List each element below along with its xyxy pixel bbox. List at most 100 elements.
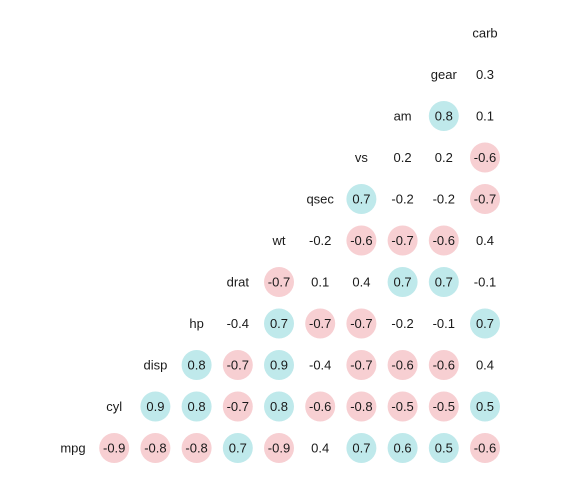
corr-circle-mpg-1 (140, 433, 171, 463)
corr-value-hp-1: 0.7 (270, 316, 288, 331)
corr-circle-cyl-6 (387, 391, 418, 422)
corr-circle-mpg-4 (264, 433, 294, 463)
corr-value-wt-3: -0.6 (433, 233, 455, 248)
corr-value-qsec-0: 0.7 (352, 192, 370, 207)
corr-value-drat-3: 0.7 (394, 275, 412, 290)
corr-value-hp-2: -0.7 (309, 316, 331, 331)
corr-circle-mpg-6 (346, 433, 377, 463)
corr-value-cyl-3: 0.8 (270, 399, 288, 414)
corr-circle-mpg-8 (428, 433, 459, 463)
corr-value-drat-1: 0.1 (311, 275, 329, 290)
corr-value-vs-2: -0.6 (474, 150, 496, 165)
corr-circle-disp-4 (346, 350, 377, 380)
corr-circle-disp-2 (264, 350, 294, 380)
corr-value-cyl-4: -0.6 (309, 399, 331, 414)
corr-circle-wt-2 (387, 225, 418, 256)
corr-value-hp-0: -0.4 (227, 316, 249, 331)
corr-circle-disp-0 (181, 350, 212, 380)
row-label-mpg: mpg (60, 441, 85, 456)
row-label-vs: vs (355, 150, 369, 165)
corr-value-cyl-2: -0.7 (227, 399, 249, 414)
corr-circle-mpg-7 (387, 433, 418, 463)
corr-circle-cyl-2 (222, 391, 253, 422)
corr-value-disp-7: 0.4 (476, 358, 494, 373)
corr-circle-mpg-0 (99, 433, 130, 463)
corr-value-cyl-6: -0.5 (391, 399, 413, 414)
corr-value-mpg-5: 0.4 (311, 441, 329, 456)
corr-value-mpg-6: 0.7 (352, 441, 370, 456)
corr-circle-am-0 (428, 101, 459, 131)
corr-value-disp-0: 0.8 (188, 358, 206, 373)
corr-circle-hp-3 (346, 308, 377, 339)
row-label-disp: disp (143, 358, 167, 373)
corr-value-wt-0: -0.2 (309, 233, 331, 248)
corr-circle-drat-4 (428, 267, 459, 297)
row-label-carb: carb (472, 26, 497, 41)
corr-value-disp-1: -0.7 (227, 358, 249, 373)
corr-circle-cyl-5 (346, 391, 377, 422)
corr-value-vs-1: 0.2 (435, 150, 453, 165)
corr-value-cyl-7: -0.5 (433, 399, 455, 414)
corr-value-hp-6: 0.7 (476, 316, 494, 331)
corr-value-cyl-5: -0.8 (350, 399, 372, 414)
corr-value-mpg-3: 0.7 (229, 441, 247, 456)
corr-circle-mpg-9 (470, 433, 500, 463)
row-label-am: am (394, 109, 412, 124)
corr-value-wt-2: -0.7 (391, 233, 413, 248)
corr-value-cyl-1: 0.8 (188, 399, 206, 414)
corr-value-hp-4: -0.2 (391, 316, 413, 331)
corr-circle-qsec-0 (346, 184, 377, 214)
row-label-cyl: cyl (106, 399, 122, 414)
corr-value-disp-3: -0.4 (309, 358, 331, 373)
corr-value-qsec-1: -0.2 (391, 192, 413, 207)
row-label-gear: gear (431, 67, 458, 82)
corr-value-am-0: 0.8 (435, 109, 453, 124)
row-label-hp: hp (189, 316, 203, 331)
corr-value-disp-4: -0.7 (350, 358, 372, 373)
corr-circle-hp-1 (264, 308, 294, 339)
corr-value-hp-5: -0.1 (433, 316, 455, 331)
row-label-wt: wt (272, 233, 286, 248)
corr-value-disp-2: 0.9 (270, 358, 288, 373)
corr-value-disp-6: -0.6 (433, 358, 455, 373)
corr-circle-cyl-4 (305, 391, 336, 422)
corr-value-mpg-9: -0.6 (474, 441, 496, 456)
corr-circle-cyl-8 (470, 391, 500, 422)
row-label-drat: drat (227, 275, 250, 290)
corr-value-cyl-0: 0.9 (146, 399, 164, 414)
corr-circle-drat-3 (387, 267, 418, 297)
correlation-marks: carb gear 0.3 am 0.8 0.1 vs 0.2 0.2 -0.6 qsec 0.7 -0… (60, 26, 500, 463)
corr-value-mpg-1: -0.8 (144, 441, 166, 456)
corr-circle-disp-6 (428, 350, 459, 380)
corr-value-drat-2: 0.4 (352, 275, 370, 290)
corr-circle-mpg-2 (181, 433, 212, 463)
corr-value-wt-4: 0.4 (476, 233, 494, 248)
corr-value-drat-4: 0.7 (435, 275, 453, 290)
corr-value-mpg-2: -0.8 (185, 441, 207, 456)
corr-circle-cyl-3 (264, 391, 294, 422)
corr-value-mpg-7: 0.6 (394, 441, 412, 456)
corr-value-mpg-0: -0.9 (103, 441, 125, 456)
row-label-qsec: qsec (306, 192, 334, 207)
corr-circle-cyl-7 (428, 391, 459, 422)
corr-circle-qsec-3 (470, 184, 500, 214)
corr-value-hp-3: -0.7 (350, 316, 372, 331)
corr-circle-drat-0 (264, 267, 294, 297)
corr-circle-disp-1 (222, 350, 253, 380)
corr-circle-cyl-0 (140, 391, 171, 422)
corr-value-mpg-4: -0.9 (268, 441, 290, 456)
corr-value-am-1: 0.1 (476, 109, 494, 124)
corr-value-qsec-3: -0.7 (474, 192, 496, 207)
corr-value-qsec-2: -0.2 (433, 192, 455, 207)
corr-value-cyl-8: 0.5 (476, 399, 494, 414)
corr-value-disp-5: -0.6 (391, 358, 413, 373)
corr-value-vs-0: 0.2 (394, 150, 412, 165)
corr-circle-wt-3 (428, 225, 459, 256)
corr-value-drat-0: -0.7 (268, 275, 290, 290)
corr-value-drat-5: -0.1 (474, 275, 496, 290)
corr-value-mpg-8: 0.5 (435, 441, 453, 456)
corr-circle-hp-6 (470, 308, 500, 339)
corr-circle-cyl-1 (181, 391, 212, 422)
corr-circle-hp-2 (305, 308, 336, 339)
